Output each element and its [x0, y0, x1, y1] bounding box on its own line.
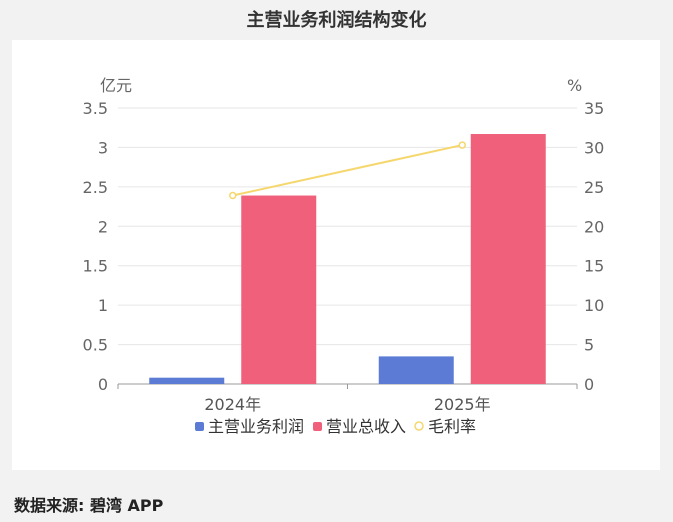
y-right-tick-label: 10 — [584, 296, 604, 315]
data-source: 数据来源: 碧湾 APP — [14, 496, 164, 515]
y-right-tick-label: 0 — [584, 375, 594, 394]
y-right-axis-label: % — [567, 76, 582, 95]
y-right-tick-label: 25 — [584, 178, 604, 197]
legend-label: 毛利率 — [428, 417, 476, 436]
chart-panel: 0 0.5 1 1.5 2 2.5 3 3.5 0 5 10 15 20 25 30 35 亿元% 2024年 20… — [12, 40, 660, 470]
y-right-tick-label: 30 — [584, 138, 604, 157]
y-right-tick-label: 20 — [584, 217, 604, 236]
legend-marker-main-profit — [195, 422, 204, 431]
y-left-tick-label: 0.5 — [83, 336, 108, 355]
x-tick-label: 2025年 — [434, 395, 491, 414]
legend-marker-total-revenue — [313, 422, 322, 431]
legend-marker-gross-margin — [414, 421, 424, 431]
y-left-tick-label: 0 — [98, 375, 108, 394]
y-right-tick-label: 35 — [584, 99, 604, 118]
y-left-axis-label: 亿元 — [100, 76, 132, 95]
bar-main-profit — [378, 356, 454, 384]
y-left-tick-label: 1.5 — [83, 257, 108, 276]
y-right-tick-label: 15 — [584, 257, 604, 276]
chart-svg: 0 0.5 1 1.5 2 2.5 3 3.5 0 5 10 15 20 25 30 35 亿元 % 2024年 20… — [83, 76, 605, 436]
y-left-tick-label: 2.5 — [83, 178, 108, 197]
y-left-tick-label: 2 — [98, 217, 108, 236]
chart-title: 主营业务利润结构变化 — [246, 10, 427, 31]
legend-label: 主营业务利润 — [208, 417, 304, 436]
line-gross-margin — [232, 144, 463, 197]
point-gross-margin — [229, 191, 237, 200]
y-left-tick-label: 3.5 — [83, 99, 108, 118]
y-left-tick-label: 3 — [98, 138, 108, 157]
bar-total-revenue — [470, 134, 546, 384]
bar-main-profit — [149, 377, 225, 384]
x-tick-label: 2024年 — [204, 395, 261, 414]
legend-label: 营业总收入 — [326, 417, 406, 436]
bar-total-revenue — [241, 195, 317, 384]
y-left-tick-label: 1 — [98, 296, 108, 315]
point-gross-margin — [458, 141, 466, 149]
y-right-tick-label: 5 — [584, 336, 594, 355]
